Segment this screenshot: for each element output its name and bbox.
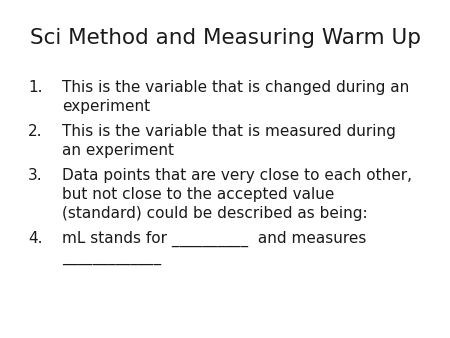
- Text: (standard) could be described as being:: (standard) could be described as being:: [62, 206, 368, 221]
- Text: 4.: 4.: [28, 231, 42, 246]
- Text: This is the variable that is changed during an: This is the variable that is changed dur…: [62, 80, 409, 95]
- Text: 3.: 3.: [28, 168, 43, 183]
- Text: This is the variable that is measured during: This is the variable that is measured du…: [62, 124, 396, 139]
- Text: Sci Method and Measuring Warm Up: Sci Method and Measuring Warm Up: [30, 28, 420, 48]
- Text: an experiment: an experiment: [62, 143, 174, 158]
- Text: 2.: 2.: [28, 124, 42, 139]
- Text: Data points that are very close to each other,: Data points that are very close to each …: [62, 168, 412, 183]
- Text: mL stands for __________  and measures: mL stands for __________ and measures: [62, 231, 366, 247]
- Text: _____________: _____________: [62, 250, 161, 265]
- Text: 1.: 1.: [28, 80, 42, 95]
- Text: experiment: experiment: [62, 99, 150, 114]
- Text: but not close to the accepted value: but not close to the accepted value: [62, 187, 334, 202]
